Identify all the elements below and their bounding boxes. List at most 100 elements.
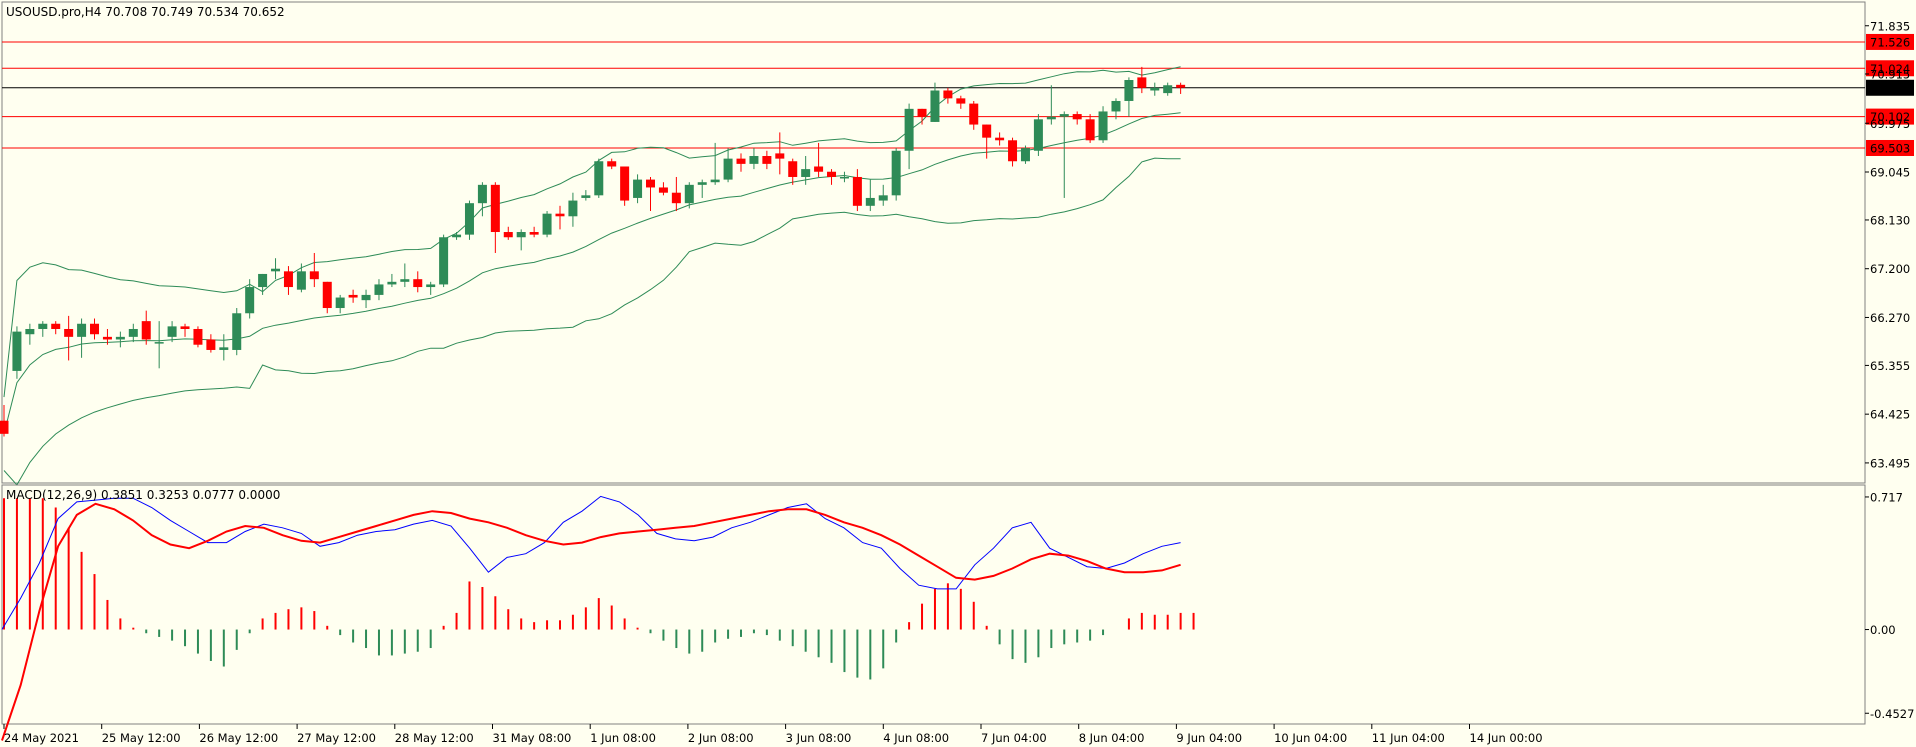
candle-body xyxy=(878,195,888,201)
time-tick-label: 11 Jun 04:00 xyxy=(1372,731,1445,745)
candle-body xyxy=(814,166,824,172)
candle-body xyxy=(775,153,785,159)
candle-body xyxy=(1046,116,1056,120)
candle-body xyxy=(1020,148,1030,162)
time-tick-label: 27 May 12:00 xyxy=(297,731,376,745)
macd-axis: 0.717 0.00 -0.4527 xyxy=(1865,490,1914,721)
candle-body xyxy=(633,179,643,198)
time-tick-label: 31 May 08:00 xyxy=(493,731,572,745)
level-label-box xyxy=(1866,79,1914,96)
candle-body xyxy=(891,150,901,196)
price-tick-label: 64.425 xyxy=(1870,408,1910,422)
candle-body xyxy=(943,90,953,99)
price-tick-label: 68.130 xyxy=(1870,213,1910,227)
price-tick-label: 63.495 xyxy=(1870,456,1910,470)
candle-body xyxy=(930,90,940,122)
time-tick-label: 26 May 12:00 xyxy=(199,731,278,745)
candle-body xyxy=(956,98,966,104)
signal-line xyxy=(1,502,1181,741)
time-tick-label: 10 Jun 04:00 xyxy=(1274,731,1347,745)
candle-body xyxy=(245,287,255,314)
time-tick-label: 8 Jun 04:00 xyxy=(1079,731,1145,745)
candle-body xyxy=(232,313,242,350)
macd-pane[interactable]: 0.717 0.00 -0.4527 MACD(12,26,9) 0.3851 0.… xyxy=(1,484,1914,741)
time-axis: 24 May 2021 25 May 12:00 26 May 12:00 27 Ma… xyxy=(3,724,1543,745)
bollinger-upper xyxy=(3,66,1181,398)
candle-body xyxy=(749,156,759,164)
time-tick-label: 7 Jun 04:00 xyxy=(981,731,1047,745)
candle-body xyxy=(620,166,630,201)
candle-body xyxy=(827,171,837,177)
candle-body xyxy=(77,323,87,337)
candle-body xyxy=(374,284,384,295)
candle-body xyxy=(736,158,746,164)
time-tick-label: 3 Jun 08:00 xyxy=(786,731,852,745)
candle-body xyxy=(219,347,229,350)
macd-tick-label: 0.00 xyxy=(1870,623,1896,637)
candle-body xyxy=(283,271,293,288)
candle-body xyxy=(335,297,345,309)
price-pane-frame xyxy=(1,1,1866,484)
candle-body xyxy=(51,323,61,329)
level-label: 70.652 xyxy=(1870,81,1910,95)
candle-body xyxy=(1072,114,1082,120)
candle-body xyxy=(1137,77,1147,88)
candle-body xyxy=(671,192,681,204)
candle-body xyxy=(762,156,772,164)
level-label-box xyxy=(1866,33,1914,50)
candle-body xyxy=(490,184,500,233)
price-pane[interactable]: 71.526 71.024 70.102 69.503 70.652 71.835 70.9… xyxy=(0,1,1914,486)
time-tick-label: 9 Jun 04:00 xyxy=(1176,731,1242,745)
macd-lines xyxy=(1,495,1181,741)
candle-body xyxy=(1033,119,1043,151)
level-label: 70.102 xyxy=(1870,110,1910,124)
macd-line xyxy=(1,495,1181,630)
bollinger-lower xyxy=(3,157,1181,486)
candle-body xyxy=(426,284,436,288)
level-label: 71.526 xyxy=(1870,35,1910,49)
macd-tick-label: 0.717 xyxy=(1870,490,1903,504)
price-tick-label: 67.200 xyxy=(1870,262,1910,276)
candle-body xyxy=(90,323,100,335)
candle-body xyxy=(115,336,125,340)
candles xyxy=(0,66,1186,437)
candle-body xyxy=(0,420,9,434)
candle-body xyxy=(296,271,306,290)
candle-body xyxy=(516,232,526,238)
candle-body xyxy=(25,328,35,335)
candle-body xyxy=(413,279,423,288)
candle-body xyxy=(969,103,979,125)
candle-body xyxy=(568,200,578,217)
candle-body xyxy=(904,108,914,151)
candle-body xyxy=(206,339,216,350)
candle-body xyxy=(1124,80,1134,101)
candle-body xyxy=(995,137,1005,141)
candle-body xyxy=(710,179,720,183)
candle-body xyxy=(581,195,591,198)
candle-body xyxy=(464,203,474,235)
time-tick-label: 28 May 12:00 xyxy=(395,731,474,745)
candle-body xyxy=(852,176,862,206)
candle-body xyxy=(658,187,668,193)
time-tick-label: 24 May 2021 xyxy=(4,731,79,745)
candle-body xyxy=(542,213,552,235)
candle-body xyxy=(477,184,487,204)
level-label-box xyxy=(1866,139,1914,156)
candle-body xyxy=(839,176,849,179)
candle-body xyxy=(555,213,565,217)
candle-body xyxy=(128,328,138,337)
candle-body xyxy=(167,326,177,337)
macd-tick-label: -0.4527 xyxy=(1870,707,1914,721)
price-tick-label: 65.355 xyxy=(1870,359,1910,373)
price-axis: 71.526 71.024 70.102 69.503 70.652 71.835 70.9… xyxy=(1865,19,1914,470)
chart-title: USOUSD.pro,H4 70.708 70.749 70.534 70.65… xyxy=(6,5,285,19)
candle-body xyxy=(38,323,48,329)
candle-body xyxy=(1176,84,1186,88)
candle-body xyxy=(1098,111,1108,141)
candle-body xyxy=(180,326,190,329)
time-tick-label: 14 Jun 00:00 xyxy=(1470,731,1543,745)
candle-body xyxy=(1150,87,1160,91)
candle-body xyxy=(917,108,927,117)
candle-body xyxy=(646,179,655,188)
